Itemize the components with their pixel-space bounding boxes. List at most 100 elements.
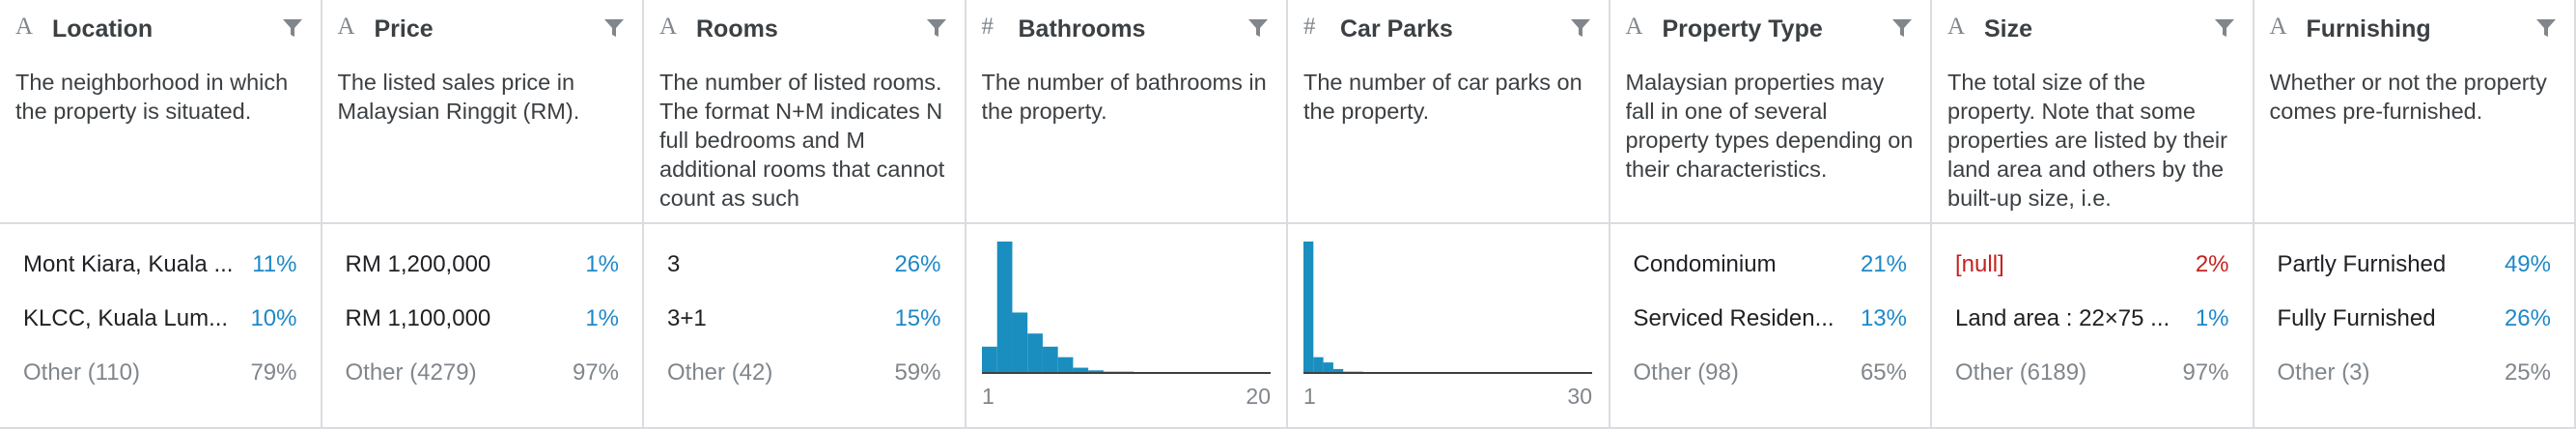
top-value: KLCC, Kuala Lum... 10% bbox=[23, 298, 297, 336]
value-percent: 97% bbox=[2182, 359, 2229, 386]
value-label: Mont Kiara, Kuala ... bbox=[23, 251, 234, 277]
other-values: Other (6189) 97% bbox=[1955, 352, 2229, 390]
top-value: 3+1 15% bbox=[667, 298, 941, 336]
column-description: The number of bathrooms in the property. bbox=[981, 70, 1267, 124]
top-value: Condominium 21% bbox=[1634, 243, 1908, 282]
other-values: Other (4279) 97% bbox=[346, 352, 620, 390]
top-value: RM 1,200,000 1% bbox=[346, 243, 620, 282]
value-label: 3 bbox=[667, 251, 681, 277]
filter-button[interactable] bbox=[2535, 17, 2557, 39]
value-percent: 79% bbox=[250, 359, 297, 386]
column-name: Size bbox=[1984, 15, 2033, 43]
histogram-bar bbox=[1323, 362, 1333, 373]
axis-max-label: 20 bbox=[1246, 384, 1271, 409]
value-percent: 10% bbox=[250, 305, 297, 331]
column: # Car Parks The number of car parks on the… bbox=[1288, 0, 1610, 427]
column: A Property Type Malaysian properties may f… bbox=[1610, 0, 1932, 427]
value-label: Fully Furnished bbox=[2277, 305, 2436, 331]
column: A Price The listed sales price in Malaysia… bbox=[322, 0, 644, 427]
value-label: Other (98) bbox=[1633, 359, 1739, 386]
column-name: Property Type bbox=[1662, 15, 1823, 43]
column-header: A Price The listed sales price in Malaysia… bbox=[322, 0, 642, 224]
histogram-bar bbox=[1026, 333, 1043, 373]
histogram-bar bbox=[981, 346, 997, 373]
histogram-bar bbox=[1057, 357, 1073, 373]
filter-icon bbox=[2536, 19, 2556, 37]
column-description: The listed sales price in Malaysian Ring… bbox=[337, 70, 580, 124]
value-label: Serviced Residen... bbox=[1633, 305, 1834, 331]
histogram-bar bbox=[1313, 357, 1324, 373]
filter-icon bbox=[282, 19, 302, 37]
type-icon: A bbox=[1625, 14, 1643, 40]
top-value: Fully Furnished 26% bbox=[2278, 298, 2552, 336]
histogram-bar bbox=[1072, 367, 1088, 373]
type-icon: # bbox=[1303, 14, 1316, 40]
top-value: Land area : 22×75 ... 1% bbox=[1955, 298, 2229, 336]
filter-icon bbox=[1570, 19, 1590, 37]
value-label: Other (3) bbox=[2277, 359, 2370, 386]
column-name: Bathrooms bbox=[1018, 15, 1146, 43]
top-value: [null] 2% bbox=[1955, 243, 2229, 282]
column-header: A Location The neighborhood in which the p… bbox=[0, 0, 321, 224]
value-percent: 65% bbox=[1860, 359, 1907, 386]
other-values: Other (3) 25% bbox=[2278, 352, 2552, 390]
filter-icon bbox=[2214, 19, 2234, 37]
value-percent: 2% bbox=[2195, 251, 2229, 277]
column-name: Location bbox=[52, 15, 154, 43]
top-value: Partly Furnished 49% bbox=[2278, 243, 2552, 282]
value-percent: 59% bbox=[894, 359, 941, 386]
filter-icon bbox=[604, 19, 624, 37]
column-name: Car Parks bbox=[1340, 15, 1453, 43]
column-description: The total size of the property. Note tha… bbox=[1947, 70, 2227, 211]
value-percent: 21% bbox=[1860, 251, 1907, 277]
top-value: Mont Kiara, Kuala ... 11% bbox=[23, 243, 297, 282]
column-header: A Property Type Malaysian properties may f… bbox=[1610, 0, 1930, 224]
value-percent: 1% bbox=[2195, 305, 2229, 331]
top-value: 3 26% bbox=[667, 243, 941, 282]
value-label: KLCC, Kuala Lum... bbox=[23, 305, 229, 331]
column-description: Malaysian properties may fall in one of … bbox=[1625, 70, 1914, 182]
top-value: Serviced Residen... 13% bbox=[1634, 298, 1908, 336]
value-label: Condominium bbox=[1633, 251, 1777, 277]
column-description: Whether or not the property comes pre-fu… bbox=[2269, 70, 2547, 124]
histogram-bar bbox=[1303, 242, 1314, 373]
value-percent: 26% bbox=[2504, 305, 2551, 331]
value-label: 3+1 bbox=[667, 305, 707, 331]
type-icon: A bbox=[15, 14, 34, 40]
filter-button[interactable] bbox=[282, 17, 303, 39]
other-values: Other (42) 59% bbox=[667, 352, 941, 390]
filter-button[interactable] bbox=[1247, 17, 1269, 39]
value-percent: 97% bbox=[572, 359, 619, 386]
histogram: 1 30 bbox=[1303, 242, 1592, 409]
type-icon: # bbox=[981, 14, 994, 40]
histogram-bar bbox=[1087, 370, 1104, 373]
value-percent: 11% bbox=[252, 251, 297, 277]
axis-min-label: 1 bbox=[1303, 384, 1316, 409]
type-icon: A bbox=[2269, 14, 2287, 40]
column-header: A Rooms The number of listed rooms. The fo… bbox=[644, 0, 965, 224]
histogram-bar bbox=[996, 242, 1012, 373]
value-label: Partly Furnished bbox=[2277, 251, 2447, 277]
other-values: Other (110) 79% bbox=[23, 352, 297, 390]
column-header: A Size The total size of the property. Not… bbox=[1932, 0, 2253, 224]
value-label: RM 1,100,000 bbox=[345, 305, 491, 331]
value-percent: 26% bbox=[894, 251, 941, 277]
value-percent: 49% bbox=[2504, 251, 2551, 277]
column-header: A Furnishing Whether or not the property c… bbox=[2254, 0, 2574, 224]
column: # Bathrooms The number of bathrooms in the… bbox=[966, 0, 1288, 427]
value-label: Other (4279) bbox=[345, 359, 477, 386]
filter-button[interactable] bbox=[926, 17, 947, 39]
column: A Rooms The number of listed rooms. The fo… bbox=[644, 0, 966, 427]
column-header: # Car Parks The number of car parks on the… bbox=[1288, 0, 1609, 224]
value-percent: 1% bbox=[585, 251, 619, 277]
column-description: The number of listed rooms. The format N… bbox=[659, 70, 945, 211]
histogram: 1 20 bbox=[981, 242, 1271, 409]
type-icon: A bbox=[1947, 14, 1966, 40]
value-label: Land area : 22×75 ... bbox=[1955, 305, 2170, 331]
filter-button[interactable] bbox=[603, 17, 625, 39]
value-label: Other (110) bbox=[23, 359, 140, 386]
filter-button[interactable] bbox=[1570, 17, 1591, 39]
filter-button[interactable] bbox=[1891, 17, 1913, 39]
filter-button[interactable] bbox=[2214, 17, 2235, 39]
value-label: Other (6189) bbox=[1955, 359, 2087, 386]
